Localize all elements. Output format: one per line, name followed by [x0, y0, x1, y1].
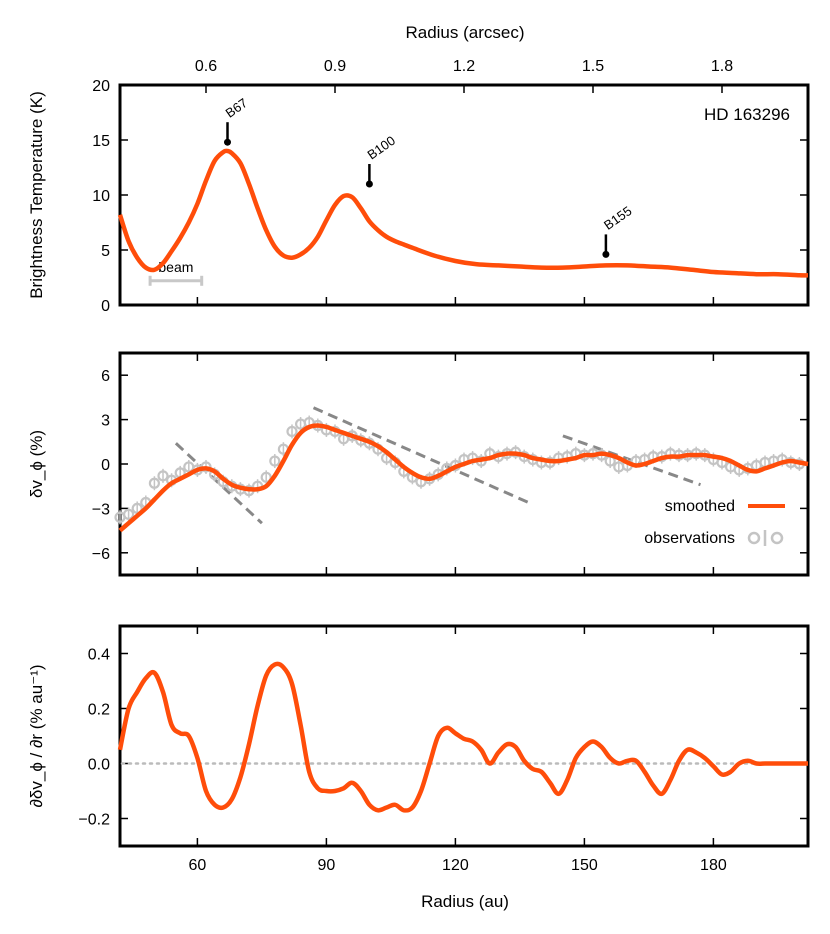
- ring-marker-dot: [602, 250, 610, 258]
- y-tick-label: 5: [101, 243, 110, 260]
- trend-line: [312, 406, 530, 504]
- x-axis-label: Radius (au): [421, 892, 509, 911]
- x-tick-label: 60: [189, 857, 207, 874]
- y-tick-label: 6: [101, 368, 110, 385]
- x-tick-label: 150: [571, 857, 598, 874]
- observation-point: [269, 455, 281, 467]
- legend-smoothed-label: smoothed: [665, 498, 735, 515]
- velocity-panel: δv_ϕ (%) −6 −3 0 3 6 smoothed observations: [27, 351, 810, 577]
- y-tick-label: −3: [92, 501, 110, 518]
- y-tick-label: 0: [101, 298, 110, 315]
- ring-marker-dot: [224, 138, 231, 146]
- y-tick-label: 0: [101, 457, 110, 474]
- y-tick-label: −6: [92, 546, 110, 563]
- gradient-curve: [117, 661, 808, 813]
- brightness-curve: [117, 148, 809, 278]
- x-tick-label: 120: [442, 857, 469, 874]
- ring-marker-label: B155: [601, 203, 634, 233]
- top-x-tick-label: 1.2: [453, 58, 475, 75]
- gradient-plot-frame: [118, 624, 810, 848]
- brightness-panel: Brightness Temperature (K) HD 163296 0 5 1…: [27, 58, 810, 315]
- y-tick-label: 20: [92, 78, 110, 95]
- observation-point: [123, 508, 135, 520]
- top-x-tick-label: 0.6: [195, 58, 217, 75]
- observation-point: [157, 470, 169, 482]
- top-x-tick-label: 0.9: [324, 58, 346, 75]
- brightness-y-label: Brightness Temperature (K): [27, 91, 46, 299]
- observation-point: [148, 477, 160, 489]
- velocity-y-label: δv_ϕ (%): [27, 430, 46, 498]
- gradient-panel: ∂δv_ϕ / ∂r (% au⁻¹) −0.2 0.0 0.2 0.4 60 90 120…: [27, 624, 810, 911]
- y-tick-label: −0.2: [78, 812, 110, 829]
- beam-label: beam: [158, 259, 193, 275]
- observation-point: [286, 425, 298, 438]
- top-axis-label: Radius (arcsec): [405, 23, 524, 42]
- trend-line: [174, 442, 263, 525]
- top-x-tick-label: 1.8: [711, 58, 733, 75]
- ring-marker-label: B100: [365, 133, 398, 163]
- observation-point: [260, 471, 272, 483]
- target-name-annotation: HD 163296: [704, 105, 790, 124]
- y-tick-label: 15: [92, 133, 110, 150]
- y-tick-label: 3: [101, 413, 110, 430]
- legend-observations-label: observations: [644, 530, 735, 547]
- y-tick-label: 0.0: [88, 757, 110, 774]
- y-tick-label: 0.2: [88, 702, 110, 719]
- x-tick-label: 180: [700, 857, 727, 874]
- smoothed-curve: [118, 423, 809, 533]
- legend: smoothed observations: [644, 498, 785, 547]
- y-tick-label: 0.4: [88, 647, 110, 664]
- legend-observations-marker: [747, 530, 784, 546]
- gradient-y-label: ∂δv_ϕ / ∂r (% au⁻¹): [27, 665, 46, 808]
- ring-marker-dot: [365, 180, 373, 188]
- top-x-tick-label: 1.5: [582, 58, 604, 75]
- y-tick-label: 10: [92, 188, 110, 205]
- x-tick-label: 90: [318, 857, 336, 874]
- ring-marker-label: B67: [223, 95, 251, 121]
